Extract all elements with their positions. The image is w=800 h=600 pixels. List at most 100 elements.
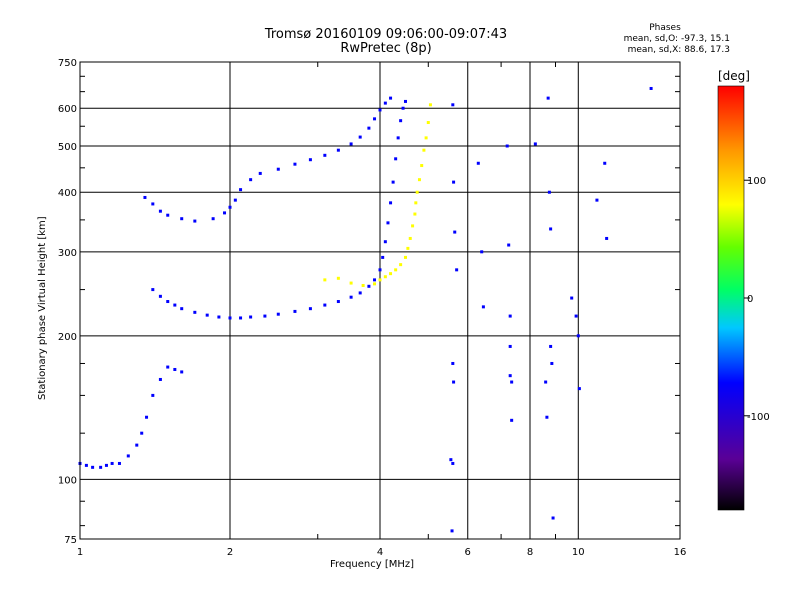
- echo-point: [403, 255, 407, 259]
- echo-point: [383, 240, 387, 244]
- echo-point: [151, 202, 155, 206]
- echo-point: [323, 153, 327, 157]
- echo-point: [422, 148, 426, 152]
- colorbar-tick-label: 100: [747, 176, 766, 187]
- echo-point: [233, 198, 237, 202]
- colorbar: [717, 85, 745, 511]
- echo-point: [544, 380, 548, 384]
- grid-layer: [79, 61, 681, 540]
- echo-point: [140, 431, 144, 435]
- echo-point: [239, 316, 243, 320]
- echo-point: [378, 108, 382, 112]
- echo-point: [508, 344, 512, 348]
- echo-point: [549, 227, 553, 231]
- echo-point: [378, 278, 382, 282]
- echo-point: [126, 454, 130, 458]
- echo-point: [406, 246, 410, 250]
- echo-point: [605, 236, 609, 240]
- echo-point: [373, 282, 377, 286]
- echo-point: [308, 158, 312, 162]
- echo-point: [649, 86, 653, 90]
- echo-point: [603, 161, 607, 165]
- y-tick-label: 200: [58, 332, 77, 343]
- echo-point: [293, 309, 297, 313]
- x-tick-label: 8: [527, 547, 533, 558]
- phase-stats: Phases mean, sd,O: -97.3, 15.1 mean, sd,…: [570, 23, 730, 56]
- echo-point: [389, 201, 393, 205]
- echo-point: [151, 393, 155, 397]
- y-tick-label: 600: [58, 104, 77, 115]
- y-tick-label: 500: [58, 142, 77, 153]
- echo-point: [480, 250, 484, 254]
- echo-point: [381, 255, 385, 259]
- echo-point: [451, 461, 455, 465]
- echo-point: [533, 142, 537, 146]
- echo-point: [358, 135, 362, 139]
- echo-point: [481, 305, 485, 309]
- echo-point: [249, 315, 253, 319]
- x-axis-label: Frequency [MHz]: [330, 559, 415, 570]
- echo-point: [426, 121, 430, 125]
- colorbar-tick-label: -100: [747, 412, 770, 423]
- echo-point: [349, 142, 353, 146]
- plot-frame: [79, 61, 681, 540]
- echo-point: [415, 190, 419, 194]
- echo-point: [135, 443, 139, 447]
- echo-point: [414, 201, 418, 205]
- colorbar-tick-label: 0: [747, 294, 753, 305]
- echo-point: [476, 161, 480, 165]
- echo-point: [336, 276, 340, 280]
- echo-point: [417, 178, 421, 182]
- echo-point: [361, 283, 365, 287]
- echo-point: [84, 463, 88, 467]
- echo-point: [451, 361, 455, 365]
- echo-point: [223, 211, 227, 215]
- echo-point: [570, 296, 574, 300]
- echo-point: [394, 268, 398, 272]
- x-tick-label: 16: [674, 547, 687, 558]
- echo-point: [323, 278, 327, 282]
- echo-point: [386, 221, 390, 225]
- echo-point: [336, 148, 340, 152]
- echo-point: [180, 307, 184, 311]
- echo-point: [403, 99, 407, 103]
- chart-subtitle: RwPretec (8p): [340, 41, 432, 56]
- echo-point: [193, 310, 197, 314]
- echo-point: [449, 458, 453, 462]
- y-tick-label: 75: [64, 535, 77, 546]
- echo-point: [551, 516, 555, 520]
- echo-point: [510, 418, 514, 422]
- echo-point: [577, 387, 581, 391]
- echo-point: [263, 314, 267, 318]
- echo-point: [378, 268, 382, 272]
- echo-point: [145, 415, 149, 419]
- echo-point: [217, 315, 221, 319]
- echo-point: [276, 312, 280, 316]
- x-tick-label: 1: [77, 547, 83, 558]
- echo-point: [505, 144, 509, 148]
- echo-point: [399, 119, 403, 123]
- echo-point: [143, 195, 147, 199]
- echo-point: [367, 284, 371, 288]
- echo-point: [391, 180, 395, 184]
- echo-point: [349, 281, 353, 285]
- x-tick-label: 6: [465, 547, 471, 558]
- echo-point: [389, 272, 393, 276]
- echo-point: [450, 529, 454, 533]
- echo-point: [110, 461, 114, 465]
- echo-point: [158, 377, 162, 381]
- echo-point: [276, 167, 280, 171]
- colorbar-ticks-layer: 100 0 -100: [744, 176, 770, 423]
- y-tick-label: 750: [58, 58, 77, 69]
- echo-point: [91, 465, 95, 469]
- x-tick-label: 10: [572, 547, 585, 558]
- echo-point: [173, 367, 177, 371]
- echo-point: [158, 209, 162, 213]
- echo-point: [428, 103, 432, 107]
- echo-point: [453, 230, 457, 234]
- echo-point: [258, 171, 262, 175]
- chart-title: Tromsø 20160109 09:06:00-09:07:43: [264, 27, 508, 42]
- echo-point: [336, 300, 340, 304]
- echo-point: [424, 136, 428, 140]
- echo-point: [574, 314, 578, 318]
